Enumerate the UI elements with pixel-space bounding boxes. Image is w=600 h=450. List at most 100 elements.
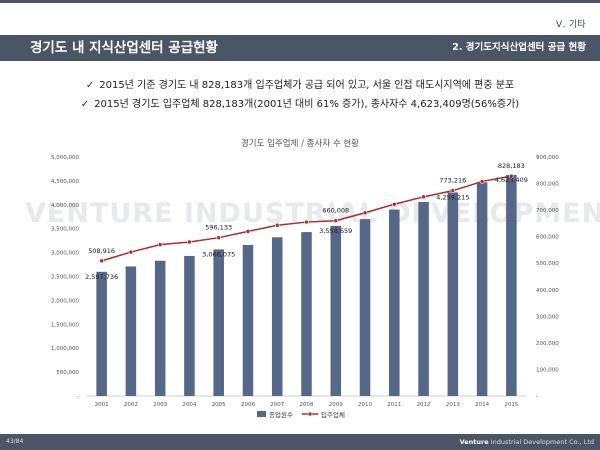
x-tick-label: 2002: [124, 402, 138, 408]
line-data-label: 660,008: [322, 207, 349, 215]
y-right-tick-label: 200,000: [536, 341, 559, 347]
y-right-tick-label: 900,000: [536, 155, 559, 161]
y-left-tick-label: 4,000,000: [51, 203, 79, 209]
y-right-tick-label: 800,000: [536, 182, 559, 188]
line-point: [274, 222, 280, 228]
line-point: [245, 229, 251, 234]
line-point: [509, 173, 514, 179]
y-right-tick-label: 600,000: [536, 235, 559, 241]
page-number: 43/84: [6, 438, 24, 445]
footer-bar: 43/84 Venture Industrial Development Co.…: [0, 434, 600, 450]
y-left-tick-label: -: [77, 394, 79, 400]
bar: [506, 175, 517, 396]
y-left-tick-label: 3,000,000: [51, 251, 79, 257]
line-point: [216, 235, 221, 240]
bar: [301, 232, 312, 396]
chart-title: 경기도 입주업체 / 종사자 수 현황: [241, 138, 359, 149]
line-point: [128, 249, 134, 255]
bar: [242, 244, 254, 396]
bar: [96, 271, 107, 396]
line-point: [157, 242, 163, 247]
bullet-item: ✓ 2015년 기준 경기도 내 828,183개 입주업체가 공급 되어 있고,…: [0, 76, 600, 95]
x-tick-label: 2013: [446, 402, 460, 408]
line-point: [450, 188, 456, 193]
legend-label-bar: 종업원수: [269, 410, 293, 419]
check-icon: ✓: [80, 99, 90, 110]
bar: [476, 182, 488, 396]
x-tick-label: 2001: [95, 402, 109, 408]
company-name: Venture Industrial Development Co., Ltd: [460, 434, 594, 450]
company-name-bold: Venture: [459, 438, 489, 446]
bar-data-label: 3,558,659: [319, 227, 352, 235]
y-left-tick-label: 2,000,000: [51, 298, 79, 304]
bar-data-label: 2,597,736: [85, 273, 118, 281]
x-tick-label: 2015: [504, 402, 518, 408]
y-right-tick-label: 100,000: [536, 367, 559, 373]
y-left-tick-label: 5,000,000: [51, 155, 79, 161]
x-tick-label: 2014: [475, 402, 489, 408]
x-tick-label: 2007: [270, 402, 284, 408]
y-right-tick-label: -: [536, 394, 538, 400]
bar: [389, 209, 400, 396]
y-left-tick-label: 1,000,000: [51, 346, 79, 352]
bar: [271, 237, 283, 396]
line-point: [333, 218, 339, 224]
section-label: Ⅴ. 기타: [556, 20, 586, 30]
y-left-tick-label: 4,500,000: [51, 179, 79, 185]
line-data-label: 508,916: [88, 247, 115, 255]
bar: [125, 266, 137, 396]
summary-bullets: ✓ 2015년 기준 경기도 내 828,183개 입주업체가 공급 되어 있고,…: [0, 76, 600, 114]
watermark: VENTURE INDUSTRIAL DEVELOPMENT: [25, 198, 600, 229]
bar: [213, 249, 224, 396]
company-name-rest: Industrial Development Co., Ltd: [488, 438, 594, 446]
bar: [184, 255, 195, 396]
sub-title: 2. 경기도지식산업센터 공급 현황: [452, 42, 586, 53]
page-title: 경기도 내 지식산업센터 공급현황: [30, 40, 218, 56]
y-left-tick-label: 3,500,000: [51, 227, 79, 233]
x-tick-label: 2010: [358, 402, 372, 408]
header-bar: 경기도 내 지식산업센터 공급현황 2. 경기도지식산업센터 공급 현황: [0, 35, 600, 61]
bullet-text: 2015년 기준 경기도 내 828,183개 입주업체가 공급 되어 있고, …: [99, 80, 515, 91]
line-point: [187, 239, 192, 245]
x-tick-label: 2006: [241, 402, 255, 408]
line-point: [304, 219, 309, 225]
x-tick-label: 2012: [417, 402, 431, 408]
line-point: [421, 194, 426, 200]
y-left-tick-label: 1,500,000: [51, 322, 79, 328]
x-tick-label: 2005: [212, 402, 226, 408]
x-tick-label: 2003: [153, 402, 167, 408]
y-left-tick-label: 500,000: [56, 370, 79, 376]
bullet-item: ✓ 2015년 경기도 입주업체 828,183개(2001년 대비 61% 증가…: [0, 95, 600, 114]
line-data-label: 773,216: [439, 177, 466, 185]
bar-data-label: 3,066,075: [202, 250, 235, 258]
y-right-tick-label: 300,000: [536, 314, 559, 320]
legend-swatch-bar: [257, 411, 266, 417]
bullet-text: 2015년 경기도 입주업체 828,183개(2001년 대비 61% 증가)…: [94, 99, 520, 110]
y-right-tick-label: 400,000: [536, 288, 559, 294]
y-left-tick-label: 2,500,000: [51, 275, 79, 281]
line-point: [391, 201, 397, 207]
bar: [154, 260, 166, 396]
line-point: [479, 179, 485, 184]
line-data-label: 596,133: [205, 224, 232, 232]
bar-data-label: 4,259,215: [436, 193, 469, 201]
x-tick-label: 2011: [387, 402, 401, 408]
x-tick-label: 2004: [182, 402, 196, 408]
bar: [330, 225, 342, 396]
line-point: [99, 258, 104, 264]
x-tick-label: 2008: [300, 402, 314, 408]
line-point: [362, 210, 368, 216]
bar: [447, 192, 459, 396]
legend-marker-line: [307, 411, 313, 417]
y-right-tick-label: 700,000: [536, 208, 559, 214]
line-data-label: 828,183: [498, 162, 525, 170]
bar: [359, 219, 371, 396]
x-tick-label: 2009: [329, 402, 343, 408]
bar: [418, 201, 429, 396]
check-icon: ✓: [85, 80, 95, 91]
top-accent-line: [0, 0, 600, 3]
legend-label-line: 입주업체: [321, 411, 345, 419]
y-right-tick-label: 500,000: [536, 261, 559, 267]
